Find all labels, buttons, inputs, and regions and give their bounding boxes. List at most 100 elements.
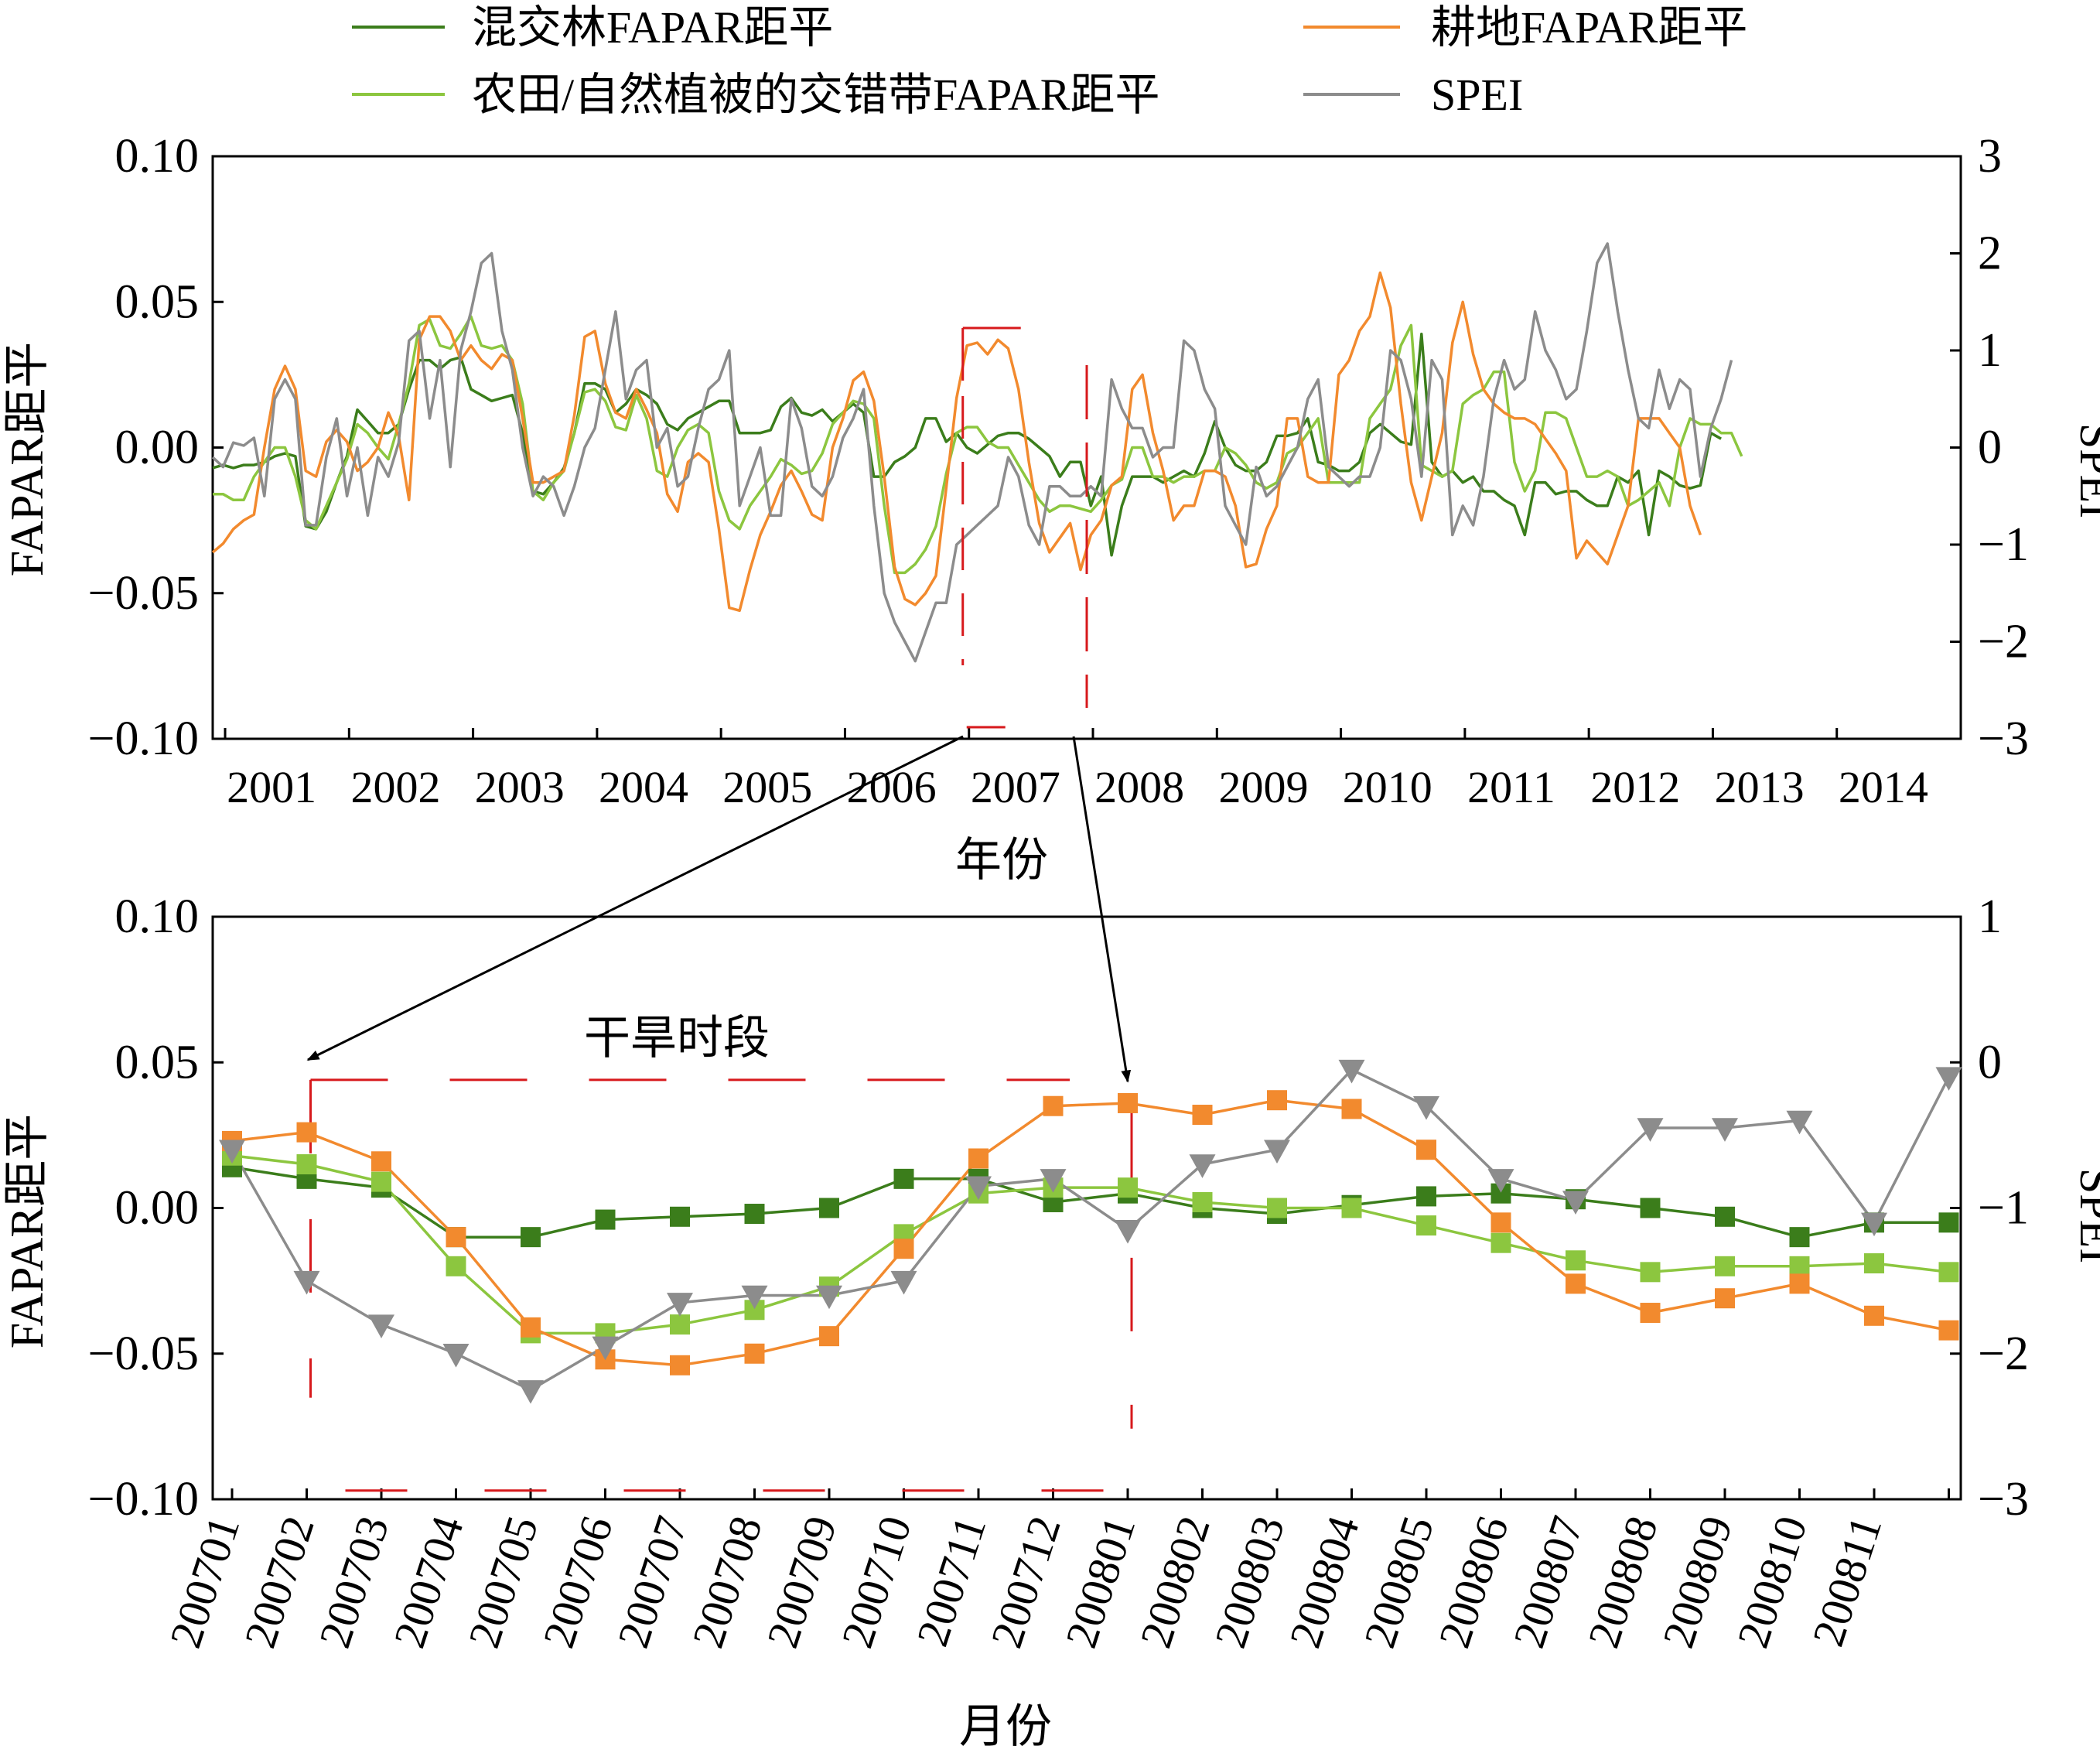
marker-mosaic bbox=[371, 1171, 391, 1192]
marker-spei bbox=[667, 1293, 693, 1317]
marker-spei bbox=[1786, 1110, 1813, 1135]
marker-cropland bbox=[1938, 1320, 1959, 1341]
y-axis-title-right: SPEI bbox=[2071, 423, 2100, 518]
left-tick-label: 0.10 bbox=[115, 130, 200, 183]
marker-spei bbox=[517, 1380, 544, 1404]
marker-cropland bbox=[968, 1148, 989, 1169]
series-line-cropland bbox=[231, 1099, 1949, 1367]
marker-spei bbox=[1115, 1219, 1141, 1244]
marker-mosaic bbox=[1715, 1256, 1735, 1276]
marker-spei bbox=[1935, 1067, 1962, 1091]
marker-cropland bbox=[1267, 1090, 1287, 1111]
year-label: 2009 bbox=[1218, 762, 1308, 812]
marker-cropland bbox=[446, 1227, 466, 1248]
right-tick-label: 1 bbox=[1978, 890, 2002, 943]
right-tick-label: −3 bbox=[1978, 1473, 2029, 1526]
plot-frame bbox=[211, 915, 1962, 1501]
marker-spei bbox=[1637, 1118, 1664, 1142]
drought-period-label: 干旱时段 bbox=[584, 1013, 770, 1064]
year-label: 2014 bbox=[1839, 762, 1928, 812]
marker-mixed_forest bbox=[1938, 1212, 1959, 1233]
year-label: 2003 bbox=[475, 762, 565, 812]
marker-cropland bbox=[296, 1122, 317, 1143]
marker-mosaic bbox=[1566, 1250, 1586, 1271]
marker-mixed_forest bbox=[1715, 1206, 1735, 1227]
marker-cropland bbox=[893, 1239, 914, 1259]
left-tick-label: 0.00 bbox=[115, 422, 200, 474]
marker-mosaic bbox=[1416, 1215, 1436, 1236]
right-tick-label: −2 bbox=[1978, 616, 2029, 668]
right-tick-label: 1 bbox=[1978, 324, 2002, 377]
right-tick-label: 2 bbox=[1978, 227, 2002, 280]
year-label: 2001 bbox=[227, 762, 316, 812]
marker-mosaic bbox=[1267, 1198, 1287, 1218]
marker-spei bbox=[816, 1285, 842, 1310]
right-tick-label: −2 bbox=[1978, 1328, 2029, 1380]
marker-cropland bbox=[744, 1343, 765, 1364]
left-tick-label: 0.00 bbox=[115, 1182, 200, 1235]
year-label: 2008 bbox=[1094, 762, 1184, 812]
year-label: 2011 bbox=[1467, 762, 1555, 812]
marker-mixed_forest bbox=[1640, 1198, 1661, 1218]
marker-mixed_forest bbox=[819, 1198, 839, 1218]
monthly-chart: 0.100.050.00−0.05−0.1010−1−2−32007012007… bbox=[2, 890, 2100, 1752]
marker-spei bbox=[1562, 1191, 1589, 1215]
year-label: 2007 bbox=[971, 762, 1060, 812]
marker-cropland bbox=[1490, 1212, 1511, 1233]
marker-cropland bbox=[670, 1355, 690, 1375]
y-axis-title-right: SPEI bbox=[2071, 1168, 2100, 1263]
x-axis-title: 年份 bbox=[955, 835, 1048, 886]
series-line-cropland bbox=[211, 271, 1702, 613]
right-tick-label: 0 bbox=[1978, 422, 2002, 474]
marker-spei bbox=[1264, 1140, 1290, 1164]
marker-mosaic bbox=[1118, 1177, 1138, 1198]
marker-cropland bbox=[1192, 1105, 1213, 1126]
right-tick-label: 3 bbox=[1978, 130, 2002, 183]
marker-spei bbox=[1487, 1169, 1514, 1193]
marker-spei bbox=[1338, 1059, 1365, 1084]
year-label: 2005 bbox=[722, 762, 812, 812]
month-label: 200711 bbox=[907, 1510, 995, 1652]
marker-spei bbox=[1712, 1118, 1738, 1142]
marker-mosaic bbox=[296, 1154, 317, 1175]
marker-mosaic bbox=[1192, 1191, 1213, 1212]
left-tick-label: −0.05 bbox=[88, 567, 199, 620]
y-axis-title-left: FAPAR距平 bbox=[2, 1114, 53, 1348]
marker-spei bbox=[1040, 1169, 1067, 1193]
marker-cropland bbox=[371, 1151, 391, 1172]
zoom-connectors bbox=[306, 735, 1132, 1083]
year-label: 2012 bbox=[1590, 762, 1680, 812]
marker-mixed_forest bbox=[670, 1206, 690, 1227]
marker-cropland bbox=[819, 1326, 839, 1347]
marker-spei bbox=[219, 1140, 245, 1164]
series-line-mosaic bbox=[213, 315, 1743, 575]
marker-spei bbox=[890, 1270, 917, 1295]
marker-spei bbox=[368, 1314, 394, 1338]
marker-mosaic bbox=[670, 1314, 690, 1335]
connector-arrow-right bbox=[1072, 736, 1132, 1083]
right-tick-label: −1 bbox=[1978, 1182, 2029, 1235]
marker-mosaic bbox=[1640, 1262, 1661, 1283]
marker-mixed_forest bbox=[1416, 1186, 1436, 1207]
left-tick-label: −0.05 bbox=[88, 1328, 199, 1380]
legend-label-mosaic: 农田/自然植被的交错带FAPAR距平 bbox=[472, 70, 1159, 120]
year-label: 2002 bbox=[350, 762, 440, 812]
year-label: 2013 bbox=[1715, 762, 1805, 812]
left-tick-label: 0.10 bbox=[115, 890, 200, 943]
marker-mosaic bbox=[1789, 1256, 1810, 1276]
marker-spei bbox=[1861, 1212, 1887, 1237]
month-label: 200811 bbox=[1802, 1510, 1891, 1652]
marker-spei bbox=[965, 1176, 992, 1201]
x-axis-title: 月份 bbox=[959, 1701, 1052, 1752]
year-label: 2004 bbox=[599, 762, 688, 812]
marker-cropland bbox=[1341, 1099, 1362, 1119]
marker-cropland bbox=[1043, 1095, 1064, 1116]
series-line-mixed_forest bbox=[212, 332, 1722, 557]
marker-cropland bbox=[1864, 1305, 1884, 1326]
legend-label-cropland: 耕地FAPAR距平 bbox=[1431, 2, 1747, 53]
marker-cropland bbox=[521, 1317, 541, 1338]
left-tick-label: −0.10 bbox=[88, 712, 199, 765]
marker-spei bbox=[592, 1336, 619, 1361]
marker-spei bbox=[1189, 1154, 1216, 1178]
